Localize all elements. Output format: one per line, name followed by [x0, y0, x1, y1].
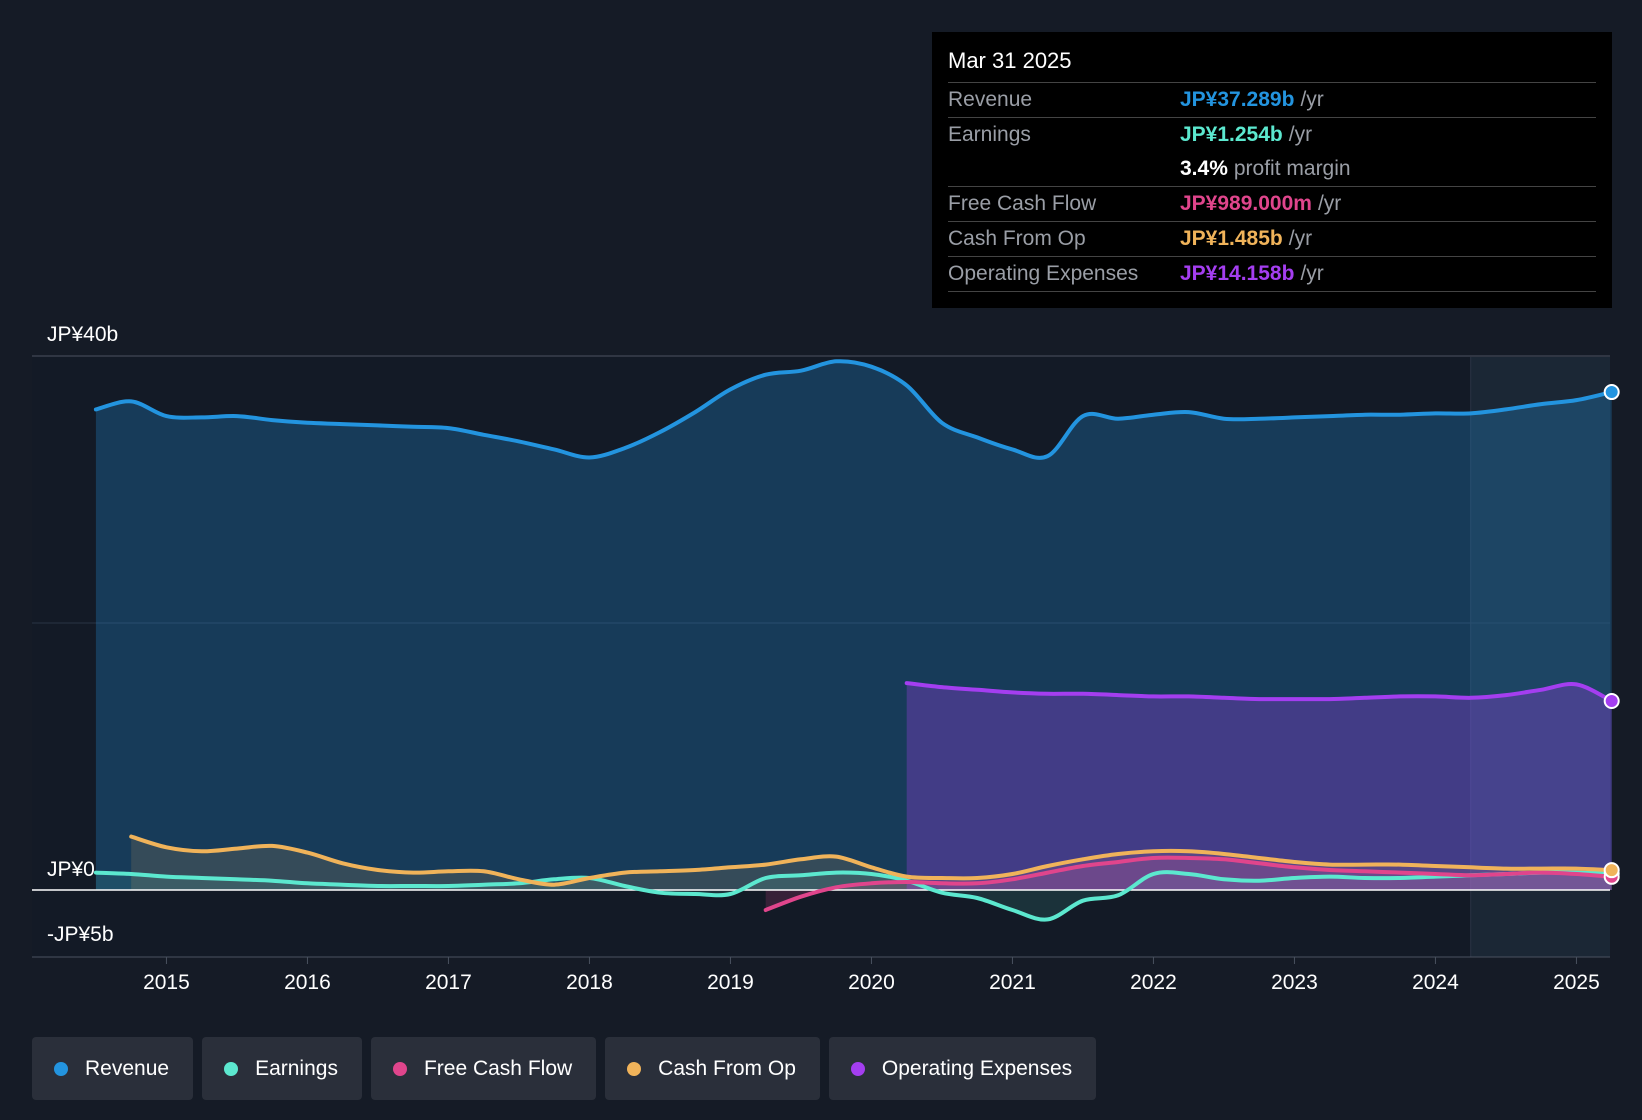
profit-margin-value: 3.4%: [1180, 157, 1228, 180]
tooltip-value: JP¥1.485b: [1180, 227, 1283, 250]
x-axis-label: 2015: [143, 971, 190, 994]
series-end-marker-revenue: [1603, 384, 1620, 401]
x-axis-label: 2018: [566, 971, 613, 994]
series-line-operating-expenses: [904, 681, 1614, 703]
operating-expenses-dot-icon: [850, 1061, 865, 1076]
forecast-region: [1470, 357, 1610, 957]
legend-item-cash-from-op[interactable]: Cash From Op: [605, 1037, 820, 1100]
tooltip-label: Revenue: [948, 88, 1033, 111]
tooltip-value: JP¥37.289b: [1180, 88, 1295, 111]
tooltip-date: Mar 31 2025: [948, 46, 1596, 83]
tooltip-value: JP¥989.000m: [1180, 192, 1312, 215]
x-axis-label: 2019: [707, 971, 754, 994]
x-axis-label: 2017: [425, 971, 472, 994]
tooltip-label: Earnings: [948, 123, 1031, 146]
y-axis-label: JP¥40b: [47, 323, 118, 346]
legend-item-free-cash-flow[interactable]: Free Cash Flow: [370, 1037, 597, 1100]
tooltip-unit: /yr: [1317, 192, 1342, 215]
tooltip-label: Operating Expenses: [948, 262, 1139, 285]
tooltip-row-profit-margin: 3.4% profit margin: [948, 152, 1596, 187]
series-end-marker-cash-from-op: [1603, 862, 1620, 879]
legend-item-operating-expenses[interactable]: Operating Expenses: [828, 1037, 1097, 1100]
tooltip-label: [948, 152, 1180, 186]
earnings-dot-icon: [224, 1061, 239, 1076]
tooltip-panel: Mar 31 2025 Revenue JP¥37.289b /yr Earni…: [932, 32, 1612, 308]
legend-label: Earnings: [255, 1056, 338, 1080]
legend-item-revenue[interactable]: Revenue: [32, 1037, 194, 1100]
tooltip-row-operating-expenses: Operating Expenses JP¥14.158b /yr: [948, 257, 1596, 292]
free-cash-flow-dot-icon: [392, 1061, 407, 1076]
tooltip-unit: /yr: [1288, 123, 1313, 146]
x-axis-label: 2021: [989, 971, 1036, 994]
series-area-free-cash-flow: [765, 857, 1612, 910]
series-area-earnings: [95, 872, 1612, 920]
tooltip-value: JP¥14.158b: [1180, 262, 1295, 285]
legend-label: Operating Expenses: [881, 1056, 1073, 1080]
x-axis-label: 2016: [284, 971, 331, 994]
series-end-marker-operating-expenses: [1603, 692, 1620, 709]
y-axis-label: -JP¥5b: [47, 923, 114, 946]
x-axis-label: 2024: [1412, 971, 1459, 994]
tooltip-row-free-cash-flow: Free Cash Flow JP¥989.000m /yr: [948, 187, 1596, 222]
x-axis-label: 2025: [1553, 971, 1600, 994]
tooltip-unit: /yr: [1288, 227, 1313, 250]
x-axis-label: 2023: [1271, 971, 1318, 994]
tooltip-value: JP¥1.254b: [1180, 123, 1283, 146]
tooltip-row-revenue: Revenue JP¥37.289b /yr: [948, 83, 1596, 118]
tooltip-unit: /yr: [1300, 88, 1324, 111]
series-line-cash-from-op: [129, 834, 1614, 887]
cash-from-op-dot-icon: [627, 1061, 642, 1076]
legend: Revenue Earnings Free Cash Flow Cash Fro…: [32, 1037, 1097, 1100]
series-line-free-cash-flow: [763, 855, 1614, 912]
tooltip-row-earnings: Earnings JP¥1.254b /yr: [948, 118, 1596, 152]
legend-label: Revenue: [85, 1056, 170, 1080]
series-area-operating-expenses: [906, 683, 1612, 890]
profit-margin-label: profit margin: [1233, 157, 1351, 180]
revenue-dot-icon: [54, 1061, 68, 1076]
tooltip-row-cash-from-op: Cash From Op JP¥1.485b /yr: [948, 222, 1596, 257]
legend-label: Cash From Op: [658, 1056, 796, 1080]
y-axis-label: JP¥0: [47, 858, 95, 881]
series-line-revenue: [93, 359, 1614, 460]
legend-item-earnings[interactable]: Earnings: [202, 1037, 362, 1100]
x-axis-label: 2020: [848, 971, 895, 994]
legend-label: Free Cash Flow: [423, 1056, 573, 1080]
series-line-earnings: [93, 870, 1614, 922]
x-axis-label: 2022: [1130, 971, 1177, 994]
tooltip-label: Free Cash Flow: [948, 192, 1097, 215]
tooltip-unit: /yr: [1300, 262, 1324, 285]
series-area-revenue: [95, 361, 1612, 891]
tooltip-label: Cash From Op: [948, 227, 1086, 250]
